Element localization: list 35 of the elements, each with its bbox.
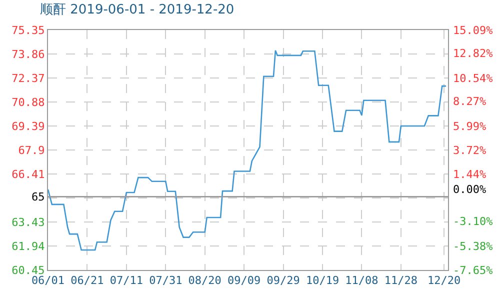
x-tick-label: 07/11 bbox=[110, 274, 143, 288]
y-tick-label: 66.41 bbox=[12, 168, 45, 181]
y2-tick-label: 3.72% bbox=[453, 144, 486, 157]
y2-tick-label: -3.10% bbox=[453, 215, 494, 228]
y-tick-label: 63.43 bbox=[12, 216, 45, 229]
x-tick-label: 08/20 bbox=[188, 274, 222, 288]
y2-tick-label: 5.99% bbox=[453, 120, 486, 133]
y-tick-label: 60.45 bbox=[12, 264, 45, 277]
x-tick-label: 09/09 bbox=[228, 274, 261, 288]
y-tick-label: 61.94 bbox=[12, 240, 46, 253]
x-tick-label: 06/01 bbox=[31, 274, 65, 288]
y2-tick-label: 1.44% bbox=[453, 168, 486, 181]
y-tick-label: 70.88 bbox=[12, 96, 45, 109]
x-tick-label: 09/29 bbox=[266, 274, 300, 288]
y-tick-label: 67.9 bbox=[18, 144, 45, 157]
y-tick-label: 72.37 bbox=[12, 72, 45, 85]
chart-title: 顺酐 2019-06-01 - 2019-12-20 bbox=[40, 2, 234, 18]
y2-tick-label: -5.38% bbox=[453, 240, 494, 253]
y-tick-label: 69.39 bbox=[12, 120, 45, 133]
y-tick-label: 73.86 bbox=[12, 48, 45, 61]
x-tick-label: 11/08 bbox=[345, 274, 378, 288]
y-tick-label: 75.35 bbox=[12, 24, 45, 37]
line-series bbox=[48, 50, 447, 251]
y-tick-label: 65 bbox=[32, 190, 45, 204]
y2-tick-label: 0.00% bbox=[453, 183, 486, 196]
x-tick-label: 10/19 bbox=[306, 274, 340, 288]
y2-tick-label: 15.09% bbox=[453, 24, 494, 37]
y2-tick-label: -7.65% bbox=[453, 264, 494, 277]
x-tick-label: 12/20 bbox=[428, 274, 461, 288]
y2-tick-label: 12.82% bbox=[453, 47, 494, 60]
x-tick-label: 06/21 bbox=[70, 274, 104, 288]
x-tick-label: 07/31 bbox=[149, 274, 182, 288]
x-tick-label: 11/28 bbox=[384, 274, 418, 288]
y2-tick-label: 10.54% bbox=[453, 72, 494, 85]
y2-tick-label: 8.27% bbox=[453, 95, 486, 108]
